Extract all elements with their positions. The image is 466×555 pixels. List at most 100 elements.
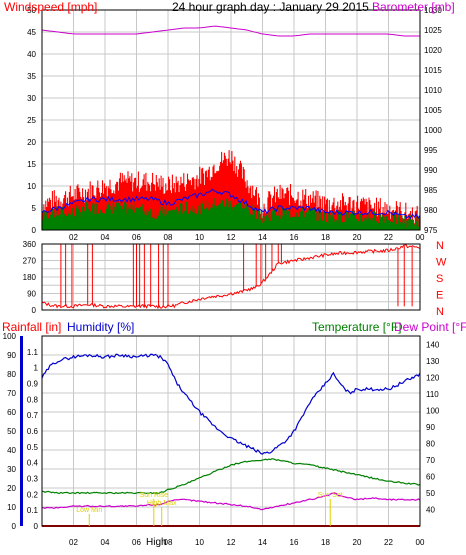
temp-x-tick-label: 08 bbox=[164, 538, 173, 547]
wind-y-tick-label: 5 bbox=[32, 204, 37, 213]
average-line bbox=[41, 188, 421, 220]
temp-x-tick-label: 06 bbox=[132, 538, 141, 547]
humidity-y-tick-label: 60 bbox=[7, 408, 16, 417]
temp-x-tick-label: 10 bbox=[195, 538, 204, 547]
temp-x-tick-label: 14 bbox=[258, 538, 267, 547]
rainfall-y-tick-label: 0.2 bbox=[27, 490, 39, 499]
temperature-y-axis-labels: 40 50 60 70 80 90 100 110 120 130 140 bbox=[426, 340, 440, 514]
wind-x-tick-label: 04 bbox=[101, 233, 110, 242]
rainfall-y-tick-label: 0.8 bbox=[27, 395, 39, 404]
temp-x-axis-labels: 02 04 06 08 10 12 14 16 18 20 22 00 bbox=[69, 538, 425, 547]
compass-label: N bbox=[436, 240, 444, 252]
wind-x-tick-label: 08 bbox=[164, 233, 173, 242]
wind-x-tick-label: 02 bbox=[69, 233, 78, 242]
wind-x-tick-label: 18 bbox=[321, 233, 330, 242]
wind-y-tick-label: 30 bbox=[27, 94, 36, 103]
wind-y-tick-label: 20 bbox=[27, 138, 36, 147]
temperature-y-tick-label: 90 bbox=[426, 423, 435, 432]
temperature-y-tick-label: 80 bbox=[426, 439, 435, 448]
wind-x-tick-label: 22 bbox=[384, 233, 393, 242]
legend-rainfall: Rainfall [in] bbox=[2, 320, 61, 334]
rainfall-y-tick-label: 0.6 bbox=[27, 427, 39, 436]
direction-y-tick-label: 0 bbox=[32, 306, 37, 315]
humidity-y-axis-labels: 0 10 20 30 40 50 60 70 80 90 100 bbox=[3, 332, 17, 531]
wind-y-tick-label: 25 bbox=[27, 116, 36, 125]
barometer-y-tick-label: 1020 bbox=[424, 46, 442, 55]
rainfall-y-tick-label: 0.1 bbox=[27, 506, 39, 515]
temperature-line bbox=[41, 458, 421, 495]
barometer-y-tick-label: 1025 bbox=[424, 26, 442, 35]
bottom-label: High bbox=[146, 537, 167, 548]
barometer-y-tick-label: 1000 bbox=[424, 126, 442, 135]
rainfall-y-tick-label: 0.9 bbox=[27, 380, 39, 389]
temperature-y-tick-label: 100 bbox=[426, 406, 440, 415]
temperature-y-tick-label: 130 bbox=[426, 357, 440, 366]
barometer-y-tick-label: 1010 bbox=[424, 86, 442, 95]
wind-x-tick-label: 12 bbox=[227, 233, 236, 242]
temp-x-tick-label: 18 bbox=[321, 538, 330, 547]
humidity-y-tick-label: 20 bbox=[7, 484, 16, 493]
barometer-y-tick-label: 985 bbox=[424, 186, 438, 195]
annotation-label: Low Min bbox=[76, 507, 102, 514]
temp-x-tick-label: 04 bbox=[101, 538, 110, 547]
temperature-y-tick-label: 110 bbox=[426, 390, 439, 399]
annotation-label: Sun Rise bbox=[140, 492, 169, 499]
legend-temperature: Temperature [°F] bbox=[312, 320, 402, 334]
temp-x-tick-label: 00 bbox=[416, 538, 425, 547]
wind-y-tick-label: 45 bbox=[27, 28, 36, 37]
direction-line bbox=[41, 243, 421, 310]
temperature-y-tick-label: 50 bbox=[426, 489, 435, 498]
direction-y-tick-label: 360 bbox=[23, 240, 37, 249]
wind-plot-frame bbox=[41, 9, 421, 231]
temp-x-tick-label: 02 bbox=[69, 538, 78, 547]
humidity-line bbox=[41, 353, 421, 455]
barometer-y-tick-label: 1015 bbox=[424, 66, 442, 75]
barometer-axis-title: Barometer [mb] bbox=[372, 0, 455, 14]
direction-series bbox=[41, 243, 421, 310]
chart-title: 24 hour graph day : January 29 2015 bbox=[172, 0, 369, 14]
wind-y-axis-labels: 0 5 10 15 20 25 30 35 40 45 50 bbox=[27, 6, 36, 235]
temperature-y-tick-label: 70 bbox=[426, 456, 435, 465]
compass-label: S bbox=[436, 273, 443, 285]
humidity-y-tick-label: 50 bbox=[7, 427, 16, 436]
direction-y-tick-label: 90 bbox=[27, 290, 36, 299]
rainfall-y-tick-label: 0.7 bbox=[27, 411, 39, 420]
temp-x-tick-label: 16 bbox=[290, 538, 299, 547]
wind-y-tick-label: 50 bbox=[27, 6, 36, 15]
barometer-y-tick-label: 995 bbox=[424, 146, 438, 155]
wind-y-tick-label: 15 bbox=[27, 160, 36, 169]
wind-x-tick-label: 10 bbox=[195, 233, 204, 242]
temp-x-tick-label: 12 bbox=[227, 538, 236, 547]
wind-x-tick-label: 20 bbox=[353, 233, 362, 242]
humidity-y-tick-label: 100 bbox=[3, 332, 17, 341]
rainfall-y-tick-label: 1 bbox=[34, 364, 39, 373]
legend-humidity: Humidity [%] bbox=[67, 320, 134, 334]
barometer-y-tick-label: 1030 bbox=[424, 6, 442, 15]
rainfall-y-tick-label: 0.3 bbox=[27, 475, 39, 484]
humidity-y-tick-label: 80 bbox=[7, 370, 16, 379]
temperature-y-tick-label: 140 bbox=[426, 340, 440, 349]
humidity-y-tick-label: 0 bbox=[12, 522, 17, 531]
rainfall-y-tick-label: 0 bbox=[34, 522, 39, 531]
windspeed-axis-title: Windspeed [mph] bbox=[4, 0, 97, 14]
humidity-y-tick-label: 30 bbox=[7, 465, 16, 474]
wind-y-tick-label: 35 bbox=[27, 72, 36, 81]
direction-plot-frame bbox=[41, 243, 421, 311]
legend-dewpoint: Dew Point [°F] bbox=[394, 320, 466, 334]
annotation-label: Sun Set bbox=[318, 492, 343, 499]
direction-y-tick-label: 180 bbox=[23, 273, 37, 282]
dewpoint-line bbox=[42, 492, 421, 511]
rainfall-y-tick-label: 0.5 bbox=[27, 443, 39, 452]
barometer-y-tick-label: 990 bbox=[424, 166, 438, 175]
rainfall-y-tick-label: 0.4 bbox=[27, 459, 39, 468]
direction-y-tick-label: 270 bbox=[23, 257, 37, 266]
wind-x-tick-label: 06 bbox=[132, 233, 141, 242]
rainfall-y-tick-label: 1.1 bbox=[27, 348, 39, 357]
wind-y-tick-label: 0 bbox=[32, 226, 37, 235]
wind-x-tick-label: 00 bbox=[416, 233, 425, 242]
